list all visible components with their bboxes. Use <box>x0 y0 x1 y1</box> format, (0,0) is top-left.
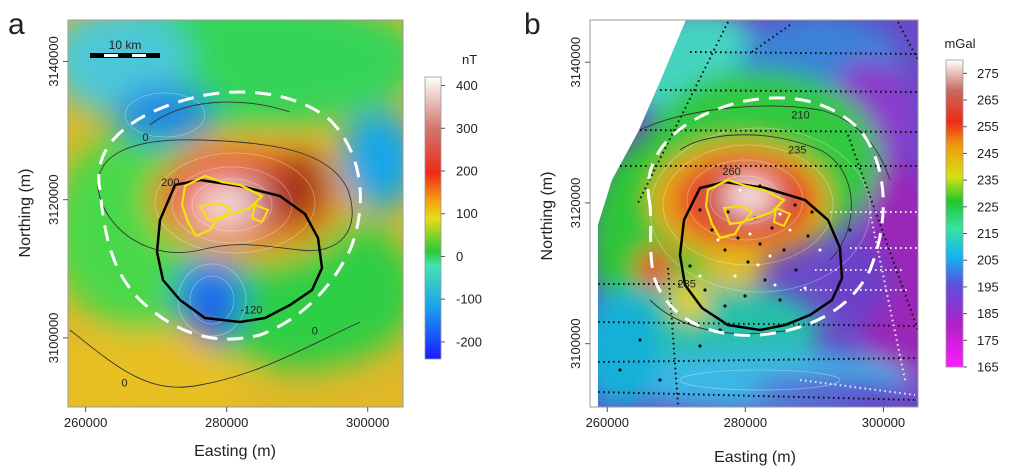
panel-b-colorbar-tick-label: 215 <box>977 226 999 241</box>
panel-a-colorbar-tick-label: -100 <box>456 292 482 307</box>
panel-a-scale-bar-label: 10 km <box>109 38 142 52</box>
panel-a-contour-label: 200 <box>161 177 179 189</box>
panel-a-colorbar-tick-label: -200 <box>456 334 482 349</box>
panel-a-y-tick-label: 3100000 <box>46 313 61 364</box>
panel-a-colorbar-tick-label: 200 <box>456 164 478 179</box>
panel-a-contour-label: -120 <box>240 305 262 317</box>
panel-a-colorbar <box>424 76 442 360</box>
panel-b-contour-label: 210 <box>791 110 809 122</box>
panel-b-x-tick-label: 300000 <box>862 415 905 430</box>
panel-b-y-tick-label: 3100000 <box>568 318 583 369</box>
panel-a-contour-label: 0 <box>121 377 127 389</box>
panel-a-colorbar-ticks: 400 300 200 100 0 -100 -200 <box>441 78 482 349</box>
panel-a-label: a <box>8 8 25 41</box>
panel-a-heatmap: 10 km 200 0 0 0 -120 <box>68 20 403 407</box>
panel-b-colorbar-tick-label: 175 <box>977 333 999 348</box>
panel-b-colorbar-ticks: 275 265 255 245 235 225 215 205 195 185 175 165 <box>963 66 999 375</box>
panel-b-colorbar-tick-label: 225 <box>977 199 999 214</box>
panel-b-axes: 260000 280000 300000 3100000 3120000 3140000 <box>568 37 905 430</box>
panel-a-x-tick-label: 280000 <box>205 415 248 430</box>
panel-a-y-tick-label: 3140000 <box>46 36 61 87</box>
panel-b-colorbar-tick-label: 165 <box>977 360 999 375</box>
panel-b-contour-labels: 260 235 210 235 <box>677 110 809 291</box>
panel-a-colorbar-tick-label: 400 <box>456 78 478 93</box>
panel-a-colorbar-tick-label: 300 <box>456 121 478 136</box>
panel-b-ylabel: Northing (m) <box>539 172 556 261</box>
panel-b-colorbar-tick-label: 245 <box>977 146 999 161</box>
panel-a-contour-label: 0 <box>312 325 318 337</box>
panel-a-ylabel: Northing (m) <box>17 169 34 258</box>
panel-a-axes: 260000 280000 300000 3100000 3120000 3140000 <box>46 36 389 430</box>
panel-b-heatmap: 10 km 260 235 210 235 <box>598 20 918 407</box>
panel-b-colorbar-tick-label: 195 <box>977 279 999 294</box>
panel-b-scale-bar-label: 10 km <box>625 30 658 44</box>
panel-a-x-tick-label: 260000 <box>64 415 107 430</box>
panel-a-frame <box>67 19 404 408</box>
panel-b-x-tick-label: 260000 <box>586 415 629 430</box>
panel-b-colorbar-unit: mGal <box>944 36 975 51</box>
panel-a: a <box>8 8 482 460</box>
panel-b: b <box>524 8 999 466</box>
panel-b-colorbar-tick-label: 205 <box>977 253 999 268</box>
panel-b-colorbar-tick-label: 185 <box>977 306 999 321</box>
panel-a-xlabel: Easting (m) <box>194 443 276 460</box>
panel-b-colorbar-tick-label: 235 <box>977 173 999 188</box>
panel-b-contour-label: 235 <box>788 145 806 157</box>
panel-b-xlabel: Easting (m) <box>714 449 796 466</box>
panel-a-colorbar-tick-label: 0 <box>456 249 463 264</box>
panel-b-scale-bar: 10 km <box>603 30 673 50</box>
panel-b-label: b <box>524 8 541 41</box>
panel-b-y-tick-label: 3120000 <box>568 178 583 229</box>
panel-b-y-tick-label: 3140000 <box>568 37 583 88</box>
panel-b-x-tick-label: 280000 <box>724 415 767 430</box>
panel-a-scale-bar: 10 km <box>90 38 160 58</box>
panel-a-colorbar-unit: nT <box>462 52 477 67</box>
panel-b-colorbar-tick-label: 275 <box>977 66 999 81</box>
panel-a-y-tick-label: 3120000 <box>46 174 61 225</box>
panel-a-x-tick-label: 300000 <box>346 415 389 430</box>
panel-b-frame <box>589 19 919 408</box>
panel-a-contour-label: 0 <box>143 132 149 144</box>
panel-b-contour-label: 235 <box>677 278 695 290</box>
panel-b-colorbar-tick-label: 265 <box>977 93 999 108</box>
panel-a-colorbar-tick-label: 100 <box>456 206 478 221</box>
panel-b-colorbar-tick-label: 255 <box>977 119 999 134</box>
panel-b-contour-label: 260 <box>722 166 740 178</box>
panel-a-contour-labels: 200 0 0 0 -120 <box>121 132 318 389</box>
panel-b-colorbar <box>945 59 964 368</box>
